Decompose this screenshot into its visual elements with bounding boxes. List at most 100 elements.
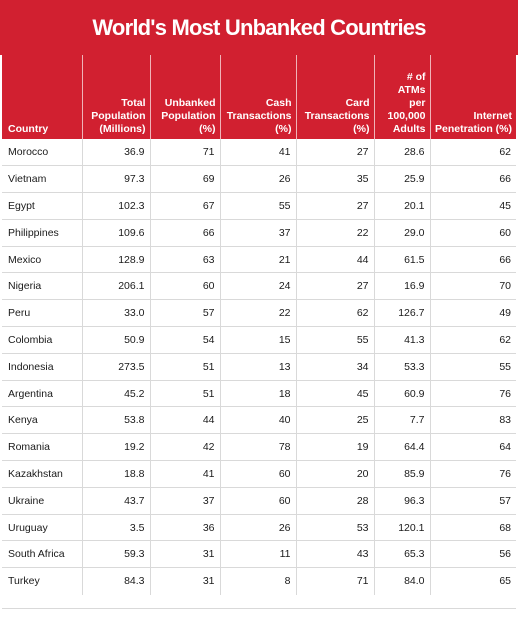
country-cell: Vietnam <box>2 165 82 193</box>
value-cell: 63 <box>149 245 220 273</box>
value-cell: 18 <box>219 379 296 407</box>
country-cell: Indonesia <box>2 352 82 381</box>
country-cell: Ukraine <box>2 486 82 515</box>
value-cell: 7.7 <box>373 406 430 434</box>
value-cell: 43 <box>295 540 374 568</box>
value-cell: 66 <box>429 245 516 273</box>
value-cell: 8 <box>219 567 296 595</box>
value-cell: 43.7 <box>81 486 150 515</box>
value-cell: 83 <box>429 406 516 434</box>
value-cell: 70 <box>429 272 516 300</box>
value-cell: 34 <box>295 352 374 381</box>
value-cell: 53.8 <box>81 406 150 434</box>
value-cell: 50.9 <box>81 326 150 354</box>
value-cell: 36.9 <box>81 139 150 166</box>
value-cell: 85.9 <box>373 460 430 488</box>
column-header: Country <box>2 55 82 139</box>
table-row: Vietnam 97.3 69 26 35 25.9 66 <box>2 165 516 193</box>
value-cell: 84.0 <box>373 567 430 595</box>
country-cell: Nigeria <box>2 272 82 300</box>
country-cell: Turkey <box>2 567 82 595</box>
value-cell: 78 <box>219 433 296 461</box>
value-cell: 27 <box>295 272 374 300</box>
value-cell: 42 <box>149 433 220 461</box>
value-cell: 126.7 <box>373 299 430 327</box>
value-cell: 44 <box>149 406 220 434</box>
value-cell: 67 <box>149 192 220 220</box>
value-cell: 60 <box>429 218 516 247</box>
table-row: Uruguay 3.5 36 26 53 120.1 68 <box>2 513 516 541</box>
value-cell: 13 <box>219 352 296 381</box>
table-row: Kazakhstan 18.8 41 60 20 85.9 76 <box>2 460 516 488</box>
value-cell: 25 <box>295 406 374 434</box>
column-header: Internet Penetration (%) <box>429 55 516 139</box>
value-cell: 27 <box>295 192 374 220</box>
table-row: Kenya 53.8 44 40 25 7.7 83 <box>2 406 516 434</box>
value-cell: 65.3 <box>373 540 430 568</box>
value-cell: 97.3 <box>81 165 150 193</box>
value-cell: 68 <box>429 513 516 541</box>
value-cell: 33.0 <box>81 299 150 327</box>
value-cell: 22 <box>219 299 296 327</box>
table-row: Philippines 109.6 66 37 22 29.0 60 <box>2 218 516 247</box>
country-cell: South Africa <box>2 540 82 568</box>
value-cell: 64 <box>429 433 516 461</box>
table-header-row: Country Total Population (Millions) Unbank… <box>2 55 516 139</box>
value-cell: 21 <box>219 245 296 273</box>
value-cell: 41 <box>219 139 296 166</box>
value-cell: 96.3 <box>373 486 430 515</box>
value-cell: 28.6 <box>373 139 430 166</box>
value-cell: 22 <box>295 218 374 247</box>
value-cell: 20 <box>295 460 374 488</box>
table-body: Morocco 36.9 71 41 27 28.6 62 Vietnam 97.3 69 26 35… <box>2 139 516 595</box>
value-cell: 40 <box>219 406 296 434</box>
value-cell: 57 <box>429 486 516 515</box>
value-cell: 27 <box>295 139 374 166</box>
value-cell: 120.1 <box>373 513 430 541</box>
value-cell: 36 <box>149 513 220 541</box>
value-cell: 76 <box>429 460 516 488</box>
country-cell: Uruguay <box>2 513 82 541</box>
value-cell: 53 <box>295 513 374 541</box>
value-cell: 16.9 <box>373 272 430 300</box>
table-row: Argentina 45.2 51 18 45 60.9 76 <box>2 379 516 407</box>
value-cell: 18.8 <box>81 460 150 488</box>
country-cell: Morocco <box>8 146 49 159</box>
country-cell: Egypt <box>2 192 82 220</box>
table-row: Nigeria 206.1 60 24 27 16.9 70 <box>2 272 516 300</box>
value-cell: 65 <box>429 567 516 595</box>
value-cell: 102.3 <box>81 192 150 220</box>
value-cell: 49 <box>429 299 516 327</box>
value-cell: 45 <box>429 192 516 220</box>
table-bottom-border <box>2 608 516 617</box>
table-row: Peru 33.0 57 22 62 126.7 49 <box>2 299 516 327</box>
country-cell: Argentina <box>2 379 82 407</box>
value-cell: 60 <box>219 486 296 515</box>
country-cell: Peru <box>2 299 82 327</box>
value-cell: 62 <box>429 139 516 166</box>
value-cell: 44 <box>295 245 374 273</box>
value-cell: 66 <box>149 218 220 247</box>
value-cell: 66 <box>429 165 516 193</box>
value-cell: 41 <box>149 460 220 488</box>
value-cell: 109.6 <box>81 218 150 247</box>
value-cell: 37 <box>149 486 220 515</box>
value-cell: 71 <box>295 567 374 595</box>
value-cell: 26 <box>219 165 296 193</box>
country-cell: Romania <box>2 433 82 461</box>
value-cell: 84.3 <box>81 567 150 595</box>
value-cell: 55 <box>219 192 296 220</box>
column-header: Cash Transactions (%) <box>219 55 296 139</box>
column-header: # of ATMs per 100,000 Adults <box>373 55 430 139</box>
value-cell: 20.1 <box>373 192 430 220</box>
value-cell: 62 <box>429 326 516 354</box>
value-cell: 62 <box>295 299 374 327</box>
value-cell: 128.9 <box>81 245 150 273</box>
table-row: Egypt 102.3 67 55 27 20.1 45 <box>2 192 516 220</box>
table-row: Romania 19.2 42 78 19 64.4 64 <box>2 433 516 461</box>
value-cell: 11 <box>219 540 296 568</box>
value-cell: 26 <box>219 513 296 541</box>
value-cell: 64.4 <box>373 433 430 461</box>
value-cell: 19.2 <box>81 433 150 461</box>
value-cell: 53.3 <box>373 352 430 381</box>
